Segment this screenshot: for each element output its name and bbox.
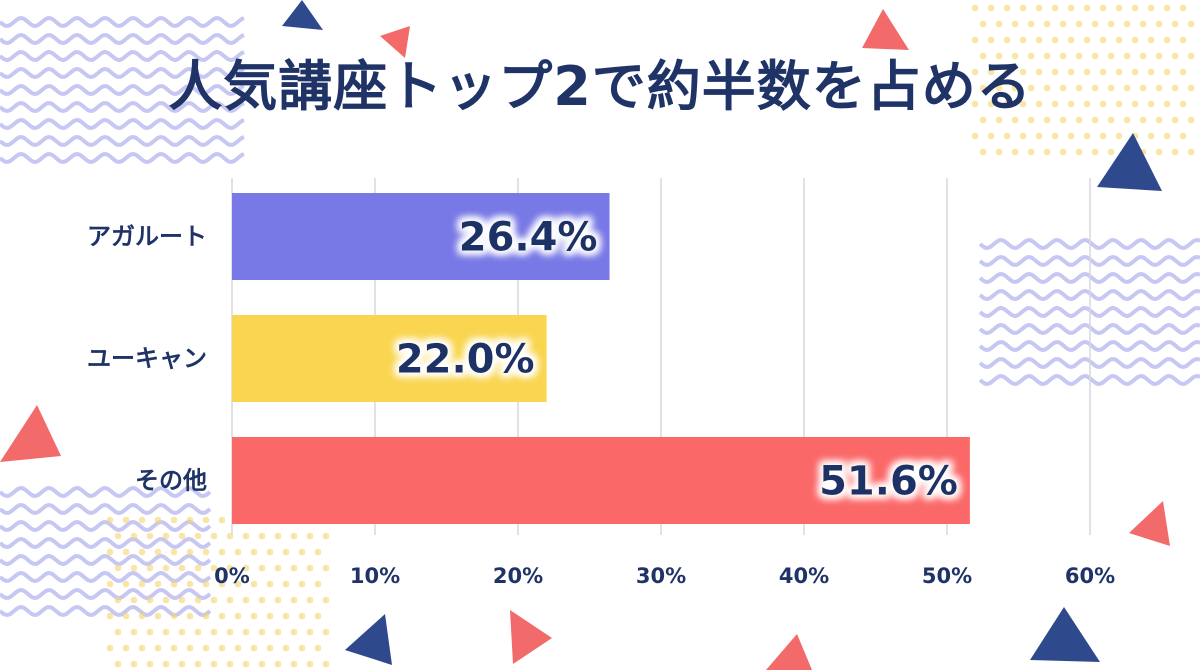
x-tick-label: 0%	[214, 564, 250, 588]
triangle-shape	[380, 26, 410, 58]
category-label: その他	[135, 467, 207, 495]
data-label: 26.4%	[459, 215, 598, 261]
value-labels: 26.4% 22.0% 51.6%	[396, 215, 958, 505]
x-tick-label: 20%	[493, 564, 543, 588]
triangle-shape	[862, 9, 909, 50]
triangle-shape	[282, 0, 323, 30]
triangle-shape	[1030, 607, 1100, 662]
bar	[232, 315, 547, 402]
x-tick-label: 60%	[1065, 564, 1115, 588]
x-tick-label: 50%	[922, 564, 972, 588]
bar	[232, 437, 970, 524]
bar	[232, 193, 610, 280]
x-tick-label: 10%	[350, 564, 400, 588]
x-tick-labels: 0% 10% 20% 30% 40% 50% 60%	[214, 564, 1115, 588]
wave-pattern-bottom-left	[0, 486, 212, 617]
category-label: ユーキャン	[87, 345, 207, 373]
triangle-shape	[1129, 501, 1170, 546]
data-label: 51.6%	[819, 459, 958, 505]
triangle-shape	[345, 614, 392, 665]
bars	[232, 193, 970, 524]
data-label: 22.0%	[396, 337, 535, 383]
triangle-shape	[1097, 133, 1162, 191]
triangle-shape	[766, 634, 812, 670]
x-tick-label: 30%	[636, 564, 686, 588]
category-label: アガルート	[87, 223, 207, 251]
chart-title: 人気講座トップ2で約半数を占める	[168, 55, 1032, 118]
triangle-shape	[510, 610, 552, 664]
x-tick-label: 40%	[779, 564, 829, 588]
triangle-shape	[0, 405, 61, 462]
wave-pattern-top-left	[0, 16, 245, 164]
